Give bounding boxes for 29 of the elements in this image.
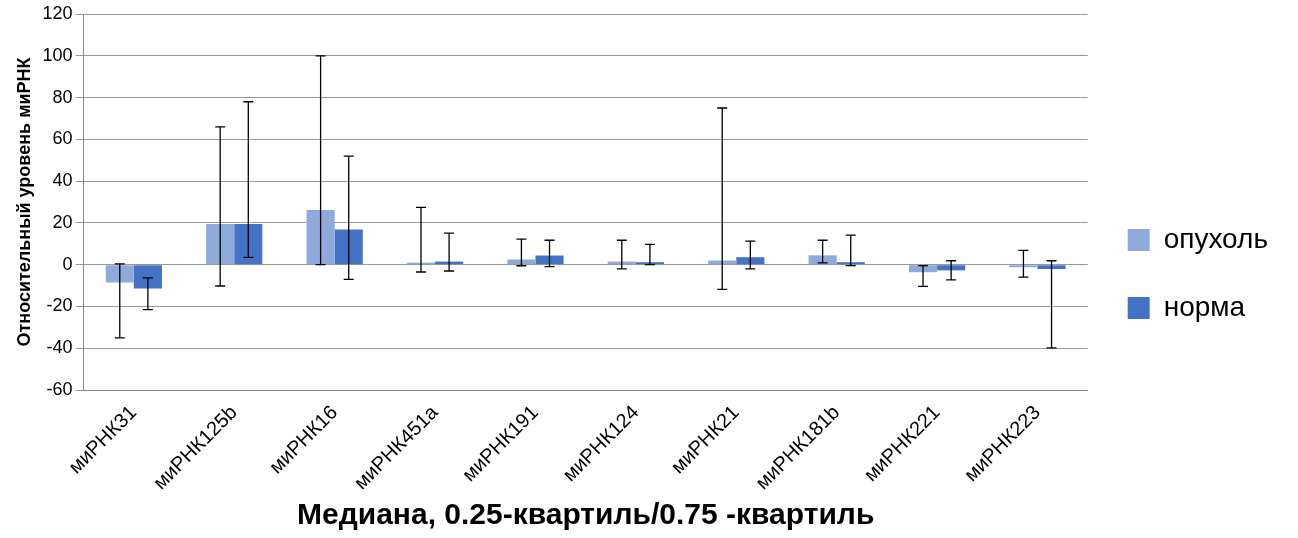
bar: [206, 223, 235, 265]
bar: [836, 262, 865, 265]
y-tick-label: 20: [52, 211, 73, 232]
bar: [937, 265, 966, 271]
bar: [133, 265, 162, 289]
y-tick-label: -40: [46, 337, 73, 358]
x-axis-title: Медиана, 0.25-квартиль/0.75 -квартиль: [296, 497, 875, 531]
bar: [234, 223, 263, 265]
bar: [334, 229, 363, 265]
y-tick-label: 120: [42, 2, 73, 23]
bar: [306, 209, 335, 265]
bar: [736, 257, 765, 265]
y-tick-label: 100: [42, 44, 73, 65]
bar: [1037, 265, 1066, 269]
bar: [535, 255, 564, 265]
legend-label: норма: [1163, 290, 1246, 322]
legend-label: опухоль: [1163, 222, 1269, 254]
y-axis-title: Относительный уровень миРНК: [13, 56, 34, 347]
bar: [507, 259, 536, 265]
bar: [808, 255, 837, 265]
y-tick-label: 40: [52, 170, 73, 191]
bar: [1009, 265, 1038, 268]
bar: [105, 265, 134, 283]
y-tick-label: 60: [52, 128, 73, 149]
y-tick-label: -60: [46, 379, 73, 400]
y-tick-label: 0: [62, 253, 73, 274]
y-tick-label: 80: [52, 86, 73, 107]
bar: [635, 262, 664, 265]
y-tick-label: -20: [46, 295, 73, 316]
